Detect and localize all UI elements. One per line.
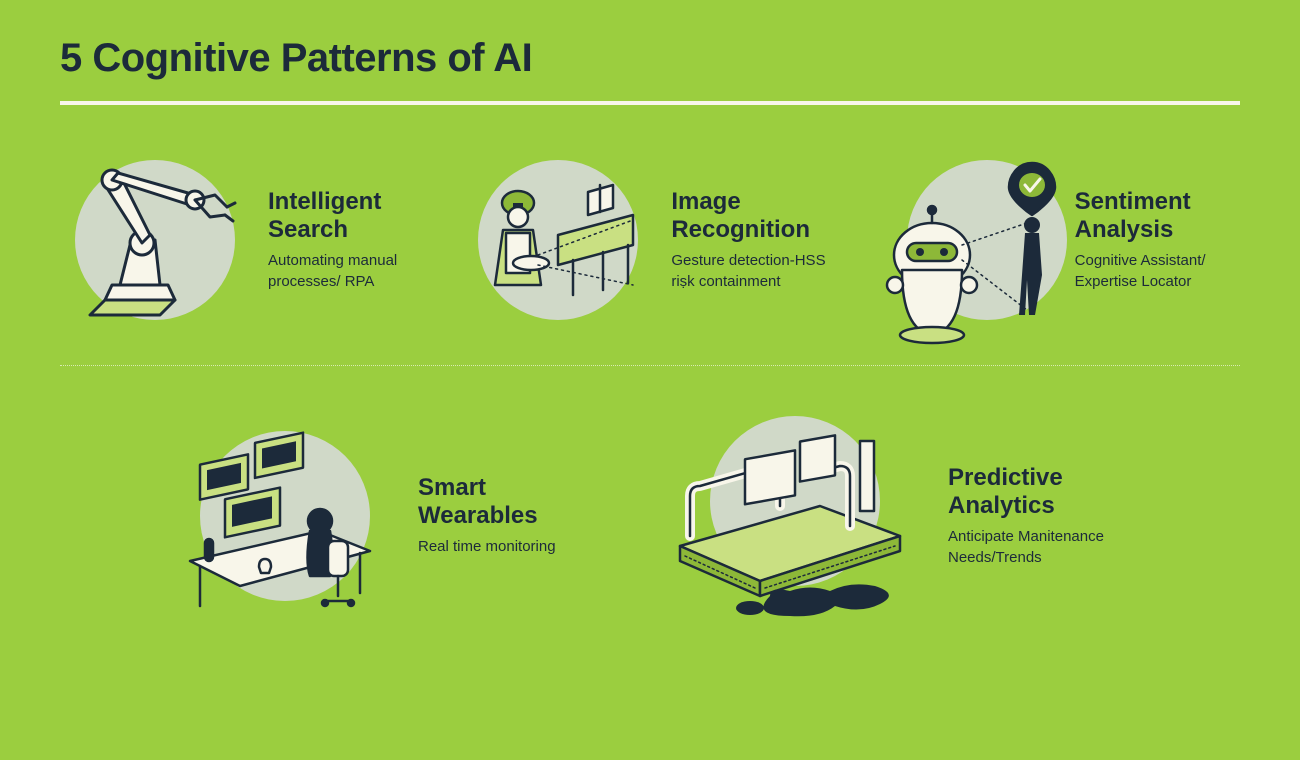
text-block: Predictive Analytics Anticipate Manitena… bbox=[948, 464, 1130, 568]
row-2: Smart Wearables Real time monitoring bbox=[60, 406, 1240, 626]
heading: Intelligent Search bbox=[268, 188, 433, 243]
heading: Smart Wearables bbox=[418, 474, 590, 529]
text-block: Sentiment Analysis Cognitive Assistant/ … bbox=[1075, 188, 1240, 292]
description: Real time monitoring bbox=[418, 537, 590, 557]
illustration-robot-arm bbox=[60, 145, 250, 335]
item-predictive-analytics: Predictive Analytics Anticipate Manitena… bbox=[650, 406, 1130, 626]
heading: Sentiment Analysis bbox=[1075, 188, 1240, 243]
text-block: Smart Wearables Real time monitoring bbox=[418, 474, 590, 557]
item-sentiment-analysis: Sentiment Analysis Cognitive Assistant/ … bbox=[867, 145, 1240, 335]
row-1: Intelligent Search Automating manual pro… bbox=[60, 145, 1240, 366]
page-title: 5 Cognitive Patterns of AI bbox=[60, 36, 1240, 81]
infographic-root: 5 Cognitive Patterns of AI bbox=[0, 0, 1300, 626]
text-block: Image Recognition Gesture detection-HSS … bbox=[671, 188, 836, 292]
text-block: Intelligent Search Automating manual pro… bbox=[268, 188, 433, 292]
description: Cognitive Assistant/ Expertise Locator bbox=[1075, 251, 1240, 292]
item-intelligent-search: Intelligent Search Automating manual pro… bbox=[60, 145, 433, 335]
item-image-recognition: Image Recognition Gesture detection-HSS … bbox=[463, 145, 836, 335]
monitoring-desk-icon bbox=[170, 411, 400, 621]
heading: Predictive Analytics bbox=[948, 464, 1130, 519]
plant-spill-icon bbox=[650, 406, 930, 626]
robot-arm-icon bbox=[60, 145, 250, 335]
description: Gesture detection-HSS riṣk containment bbox=[671, 251, 836, 292]
illustration-plant-spill bbox=[650, 406, 930, 626]
description: Automating manual processes/ RPA bbox=[268, 251, 433, 292]
item-smart-wearables: Smart Wearables Real time monitoring bbox=[170, 406, 590, 626]
heading: Image Recognition bbox=[671, 188, 836, 243]
worker-rig-icon bbox=[463, 145, 653, 335]
title-rule bbox=[60, 101, 1240, 105]
robot-person-icon bbox=[867, 145, 1057, 335]
illustration-worker-rig bbox=[463, 145, 653, 335]
description: Anticipate Manitenance Needs/Trends bbox=[948, 527, 1130, 568]
illustration-robot-person bbox=[867, 145, 1057, 335]
illustration-monitoring-desk bbox=[170, 411, 400, 621]
